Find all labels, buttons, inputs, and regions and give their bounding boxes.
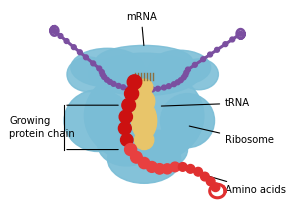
Ellipse shape — [134, 90, 155, 113]
Text: mRNA: mRNA — [126, 12, 157, 46]
Ellipse shape — [134, 130, 188, 169]
Circle shape — [118, 122, 131, 135]
Ellipse shape — [135, 79, 153, 95]
Ellipse shape — [98, 124, 156, 166]
Circle shape — [194, 167, 203, 176]
Circle shape — [64, 39, 69, 44]
Circle shape — [83, 55, 88, 60]
Ellipse shape — [132, 101, 157, 140]
Circle shape — [102, 74, 106, 79]
Circle shape — [77, 50, 82, 55]
Circle shape — [172, 82, 176, 87]
Circle shape — [121, 85, 126, 90]
Text: Growing
protein chain: Growing protein chain — [9, 116, 75, 139]
Circle shape — [214, 47, 219, 52]
Ellipse shape — [160, 94, 214, 148]
Circle shape — [162, 164, 172, 174]
Ellipse shape — [88, 53, 200, 95]
Circle shape — [91, 61, 96, 66]
Circle shape — [127, 86, 132, 91]
Ellipse shape — [71, 48, 144, 87]
Circle shape — [193, 62, 197, 67]
Circle shape — [71, 45, 76, 50]
Circle shape — [178, 78, 183, 83]
Circle shape — [206, 177, 215, 186]
Circle shape — [200, 172, 209, 181]
Ellipse shape — [149, 50, 211, 85]
Text: tRNA: tRNA — [161, 98, 250, 108]
Circle shape — [139, 157, 150, 169]
Circle shape — [138, 87, 142, 92]
Circle shape — [127, 75, 142, 89]
Circle shape — [124, 143, 137, 156]
Circle shape — [184, 70, 189, 75]
Circle shape — [183, 73, 188, 77]
Circle shape — [181, 75, 186, 80]
Circle shape — [132, 87, 137, 92]
Circle shape — [155, 86, 160, 91]
Circle shape — [58, 34, 63, 38]
Ellipse shape — [64, 90, 132, 151]
Ellipse shape — [84, 68, 204, 164]
Circle shape — [186, 164, 195, 173]
Circle shape — [150, 87, 155, 92]
Ellipse shape — [67, 57, 110, 92]
Circle shape — [97, 66, 102, 71]
Circle shape — [208, 52, 212, 57]
Circle shape — [124, 87, 139, 101]
Circle shape — [162, 85, 167, 90]
Circle shape — [119, 110, 132, 123]
Circle shape — [130, 151, 142, 163]
Ellipse shape — [96, 45, 192, 76]
Circle shape — [107, 80, 112, 84]
Ellipse shape — [180, 59, 218, 90]
Circle shape — [185, 67, 190, 72]
Circle shape — [175, 80, 180, 85]
Circle shape — [111, 81, 116, 86]
Circle shape — [116, 84, 121, 88]
Circle shape — [122, 98, 136, 112]
Circle shape — [238, 31, 243, 36]
Text: Ribosome: Ribosome — [189, 126, 274, 145]
Circle shape — [223, 42, 228, 47]
Circle shape — [178, 163, 187, 171]
Circle shape — [52, 29, 57, 33]
Circle shape — [211, 183, 220, 192]
Circle shape — [104, 77, 109, 82]
Ellipse shape — [134, 130, 154, 150]
Circle shape — [154, 164, 165, 174]
Circle shape — [230, 37, 235, 42]
Circle shape — [201, 57, 206, 62]
Circle shape — [145, 87, 149, 92]
Circle shape — [170, 162, 180, 172]
Circle shape — [167, 84, 171, 89]
Circle shape — [146, 162, 157, 172]
Circle shape — [121, 134, 133, 146]
Circle shape — [100, 72, 105, 77]
Text: Amino acids: Amino acids — [193, 171, 286, 195]
Ellipse shape — [107, 135, 181, 183]
Circle shape — [99, 70, 104, 74]
